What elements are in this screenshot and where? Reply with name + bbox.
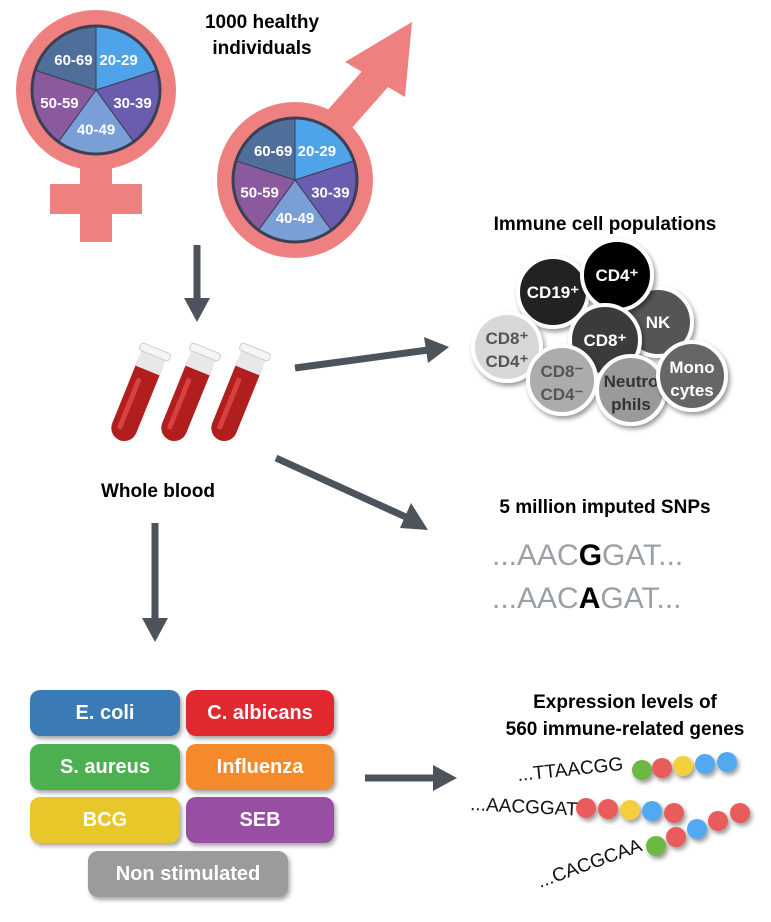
expression-sequence-2: ...AACGGAT xyxy=(470,794,579,821)
arrow-to-snps xyxy=(274,454,410,522)
snp-sequences: ...AACGGAT... ...AACAGAT... xyxy=(492,539,683,615)
svg-text:CD8⁻: CD8⁻ xyxy=(541,362,584,381)
title-line-1: 1000 healthy xyxy=(205,12,319,33)
expression-bead xyxy=(646,836,666,856)
cell-monocytes: Mono cytes xyxy=(656,340,728,412)
expression-bead xyxy=(576,798,596,818)
pie-label: 40-49 xyxy=(276,210,314,227)
blood-tube-icon xyxy=(161,342,221,442)
snp-sequence-1: ...AACGGAT... xyxy=(492,539,683,572)
expression-bead xyxy=(687,819,707,839)
svg-text:Mono: Mono xyxy=(669,358,714,377)
pie-label: 60-69 xyxy=(54,52,92,69)
stimulus-e-coli: E. coli xyxy=(30,690,180,736)
svg-text:CD19⁺: CD19⁺ xyxy=(527,283,579,302)
pie-label: 50-59 xyxy=(240,184,278,201)
stimulus-non-stimulated: Non stimulated xyxy=(88,851,288,897)
expression-title-2: 560 immune-related genes xyxy=(506,719,745,740)
female-symbol-icon: 20-29 30-39 40-49 50-59 60-69 xyxy=(16,10,176,242)
pie-label: 40-49 xyxy=(77,121,115,138)
expression-bead xyxy=(664,803,684,823)
male-symbol-icon: 20-29 30-39 40-49 50-59 60-69 xyxy=(217,22,412,258)
blood-tube-icon xyxy=(111,342,171,442)
female-age-pie: 20-29 30-39 40-49 50-59 60-69 xyxy=(30,24,162,156)
expression-bead xyxy=(673,756,693,776)
expression-title-1: Expression levels of xyxy=(533,692,717,713)
expression-bead xyxy=(620,800,640,820)
pie-label: 30-39 xyxy=(311,184,349,201)
pie-label: 60-69 xyxy=(254,143,292,160)
svg-text:NK: NK xyxy=(646,313,671,332)
expression-bead xyxy=(632,760,652,780)
expression-bead xyxy=(666,827,686,847)
snp-title: 5 million imputed SNPs xyxy=(499,497,710,518)
title-line-2: individuals xyxy=(212,38,311,59)
svg-text:CD4⁺: CD4⁺ xyxy=(486,352,529,371)
svg-text:CD4⁻: CD4⁻ xyxy=(541,385,584,404)
expression-bead xyxy=(642,801,662,821)
stimulus-c-albicans: C. albicans xyxy=(186,690,334,736)
stimulus-influenza: Influenza xyxy=(186,744,334,790)
expression-bead xyxy=(730,803,750,823)
pie-label: 50-59 xyxy=(40,95,78,112)
svg-text:Neutro: Neutro xyxy=(604,372,659,391)
pie-label: 20-29 xyxy=(298,143,336,160)
expression-bead xyxy=(708,811,728,831)
blood-tube-icon xyxy=(211,342,271,442)
male-age-pie: 20-29 30-39 40-49 50-59 60-69 xyxy=(231,116,359,244)
expression-bead xyxy=(717,752,737,772)
pie-label: 20-29 xyxy=(99,52,137,69)
cell-neutrophils: Neutro phils xyxy=(595,354,667,426)
immune-cells: NKCD19⁺CD4⁺CD8⁺CD4⁺CD8⁺CD8⁻CD4⁻Neutrophi… xyxy=(471,238,728,426)
svg-text:CD4⁺: CD4⁺ xyxy=(596,266,639,285)
expression-bead xyxy=(695,754,715,774)
expression-bead xyxy=(598,799,618,819)
stimulus-s-aureus: S. aureus xyxy=(30,744,180,790)
cell-cd8cd4: CD8⁺ CD4⁺ xyxy=(471,311,543,383)
pie-label: 30-39 xyxy=(113,95,151,112)
immune-title: Immune cell populations xyxy=(494,214,717,235)
svg-text:phils: phils xyxy=(611,395,651,414)
blood-tubes-icon xyxy=(111,342,271,442)
svg-text:cytes: cytes xyxy=(670,381,713,400)
arrow-to-cells xyxy=(294,346,429,372)
expression-sequence-3: ...CACGCAA xyxy=(535,835,646,892)
svg-text:CD8⁺: CD8⁺ xyxy=(584,331,627,350)
expression-bead xyxy=(652,758,672,778)
flow-arrows xyxy=(142,245,457,791)
stimulus-bcg: BCG xyxy=(30,797,180,843)
whole-blood-label: Whole blood xyxy=(101,481,215,502)
cell-cd8cd4: CD8⁻ CD4⁻ xyxy=(526,344,598,416)
expression-beads xyxy=(576,752,750,856)
cell-cd4: CD4⁺ xyxy=(580,238,654,312)
svg-text:CD8⁺: CD8⁺ xyxy=(486,329,529,348)
snp-sequence-2: ...AACAGAT... xyxy=(492,582,682,615)
expression-sequence-1: ...TTAACGG xyxy=(516,754,624,786)
stimulus-seb: SEB xyxy=(186,797,334,843)
